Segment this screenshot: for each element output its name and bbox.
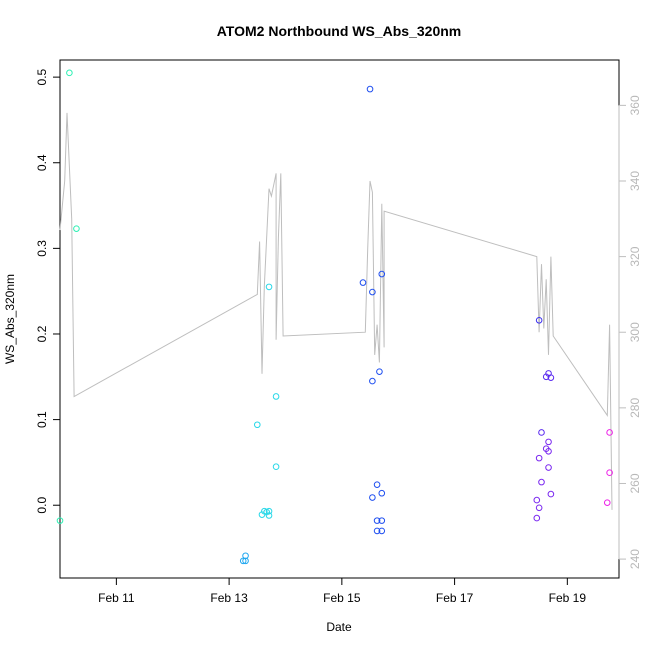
data-point [378,517,386,524]
data-point [263,508,270,516]
y-tick-label: 0.5 [35,68,49,85]
data-point [66,69,73,77]
data-point [378,270,386,278]
data-point [373,517,381,524]
y-axis: 0.0 0.1 0.2 0.3 0.4 0.5 [35,68,61,514]
data-point [239,557,247,565]
data-point [533,496,541,504]
data-point [359,279,367,286]
y2-tick-label: 260 [628,473,642,493]
x-tick-label: Feb 15 [323,591,361,605]
data-point [369,494,376,501]
y-tick-label: 0.2 [35,325,49,342]
data-point [378,527,386,535]
data-point [373,481,381,488]
y-tick-label: 0.3 [35,240,49,257]
y-axis-label: WS_Abs_320nm [3,274,17,364]
y2-tick-label: 300 [628,322,642,342]
data-point [378,489,386,497]
y-tick-label: 0.0 [35,497,49,514]
track-line [59,112,613,510]
data-point [272,463,280,470]
y2-tick-label: 340 [628,171,642,191]
x-axis-label: Date [326,620,352,634]
data-point [603,499,611,506]
data-point [366,85,374,93]
data-point [376,368,383,375]
y2-tick-label: 240 [628,549,642,569]
data-point [272,393,280,400]
data-point [369,288,376,296]
data-point [545,447,552,455]
data-point [533,514,541,522]
x-tick-label: Feb 19 [549,591,587,605]
data-point [253,421,261,429]
x-axis: Feb 11 Feb 13 Feb 15 Feb 17 Feb 19 [98,577,587,605]
y-tick-label: 0.4 [35,154,49,171]
y-tick-label: 0.1 [35,411,49,428]
data-point [73,225,80,232]
data-point [547,374,555,381]
data-point [545,464,552,471]
y2-tick-label: 320 [628,246,642,266]
x-tick-label: Feb 17 [436,591,474,605]
data-point [535,454,543,462]
data-point [606,429,613,436]
data-point [373,527,381,535]
data-point [369,377,376,385]
y2-tick-label: 280 [628,398,642,418]
x-tick-label: Feb 13 [210,591,248,605]
x-tick-label: Feb 11 [98,591,135,605]
data-point [545,438,552,446]
plot-frame [59,59,620,579]
data-point [535,316,543,324]
data-point [265,283,273,291]
data-point [606,469,613,476]
y2-tick-label: 360 [628,95,642,115]
data-point [547,490,555,498]
data-point [538,478,545,486]
secondary-series [59,112,613,510]
data-points [56,69,613,565]
data-point [56,517,64,524]
y2-axis: 240 260 280 300 320 340 360 [618,95,642,569]
data-point [535,504,543,512]
chart-title: ATOM2 Northbound WS_Abs_320nm [217,23,462,39]
data-point [242,557,249,565]
data-point [538,429,545,436]
